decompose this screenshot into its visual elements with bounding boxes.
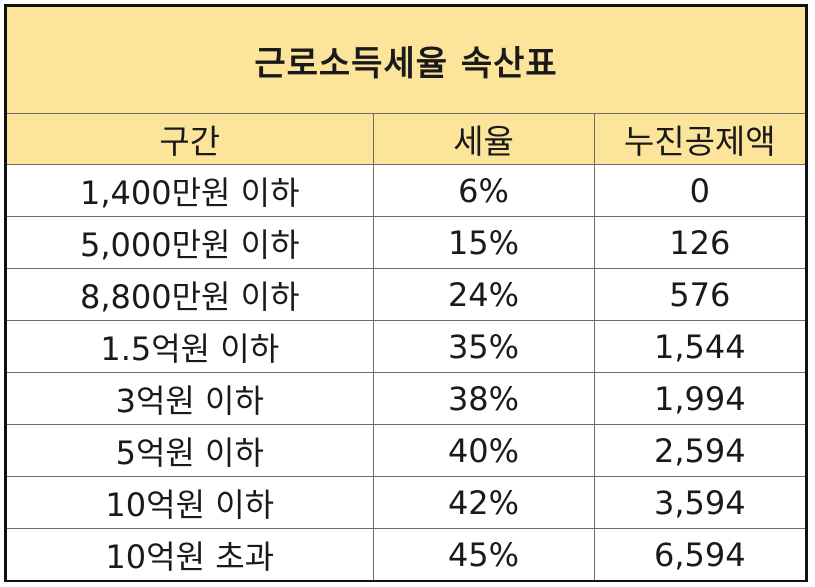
table-row: 5억원 이하 40% 2,594 xyxy=(7,424,806,477)
cell-rate: 15% xyxy=(373,216,595,269)
header-row: 구간 세율 누진공제액 xyxy=(7,113,806,165)
table-row: 10억원 초과 45% 6,594 xyxy=(7,528,806,580)
cell-deduction: 0 xyxy=(594,164,806,217)
cell-range: 10억원 이하 xyxy=(7,476,374,529)
cell-deduction: 126 xyxy=(594,216,806,269)
cell-rate: 42% xyxy=(373,476,595,529)
cell-deduction: 1,994 xyxy=(594,372,806,425)
cell-range: 3억원 이하 xyxy=(7,372,374,425)
cell-deduction: 3,594 xyxy=(594,476,806,529)
cell-rate: 24% xyxy=(373,268,595,321)
table-row: 1,400만원 이하 6% 0 xyxy=(7,164,806,217)
table-row: 10억원 이하 42% 3,594 xyxy=(7,476,806,529)
cell-range: 1.5억원 이하 xyxy=(7,320,374,373)
cell-range: 8,800만원 이하 xyxy=(7,268,374,321)
cell-rate: 6% xyxy=(373,164,595,217)
table-row: 1.5억원 이하 35% 1,544 xyxy=(7,320,806,373)
tax-rate-table-container: 근로소득세율 속산표 구간 세율 누진공제액 1,400만원 이하 6% 0 5… xyxy=(4,4,808,582)
column-header-range: 구간 xyxy=(7,113,374,165)
cell-deduction: 1,544 xyxy=(594,320,806,373)
column-header-deduction: 누진공제액 xyxy=(594,113,806,165)
table-row: 8,800만원 이하 24% 576 xyxy=(7,268,806,321)
cell-deduction: 2,594 xyxy=(594,424,806,477)
cell-rate: 40% xyxy=(373,424,595,477)
table-row: 3억원 이하 38% 1,994 xyxy=(7,372,806,425)
table-title: 근로소득세율 속산표 xyxy=(7,7,806,114)
tax-rate-table: 근로소득세율 속산표 구간 세율 누진공제액 1,400만원 이하 6% 0 5… xyxy=(7,7,806,580)
cell-range: 5억원 이하 xyxy=(7,424,374,477)
table-row: 5,000만원 이하 15% 126 xyxy=(7,216,806,269)
column-header-rate: 세율 xyxy=(373,113,595,165)
cell-rate: 35% xyxy=(373,320,595,373)
cell-range: 5,000만원 이하 xyxy=(7,216,374,269)
cell-rate: 45% xyxy=(373,528,595,580)
cell-range: 1,400만원 이하 xyxy=(7,164,374,217)
cell-deduction: 576 xyxy=(594,268,806,321)
cell-rate: 38% xyxy=(373,372,595,425)
cell-deduction: 6,594 xyxy=(594,528,806,580)
cell-range: 10억원 초과 xyxy=(7,528,374,580)
